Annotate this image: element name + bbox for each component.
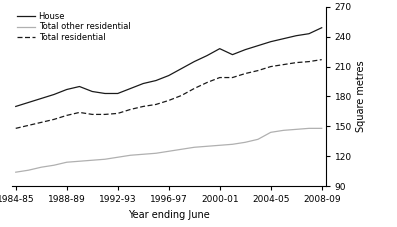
House [268,40,273,43]
House [26,101,31,104]
Total residential [268,65,273,68]
Total other residential [26,169,31,172]
Total other residential [141,153,146,156]
Total residential [230,76,235,79]
Total residential [294,61,299,64]
Total other residential [243,141,248,144]
Total other residential [204,145,209,148]
House [306,32,311,35]
House [141,82,146,85]
Legend: House, Total other residential, Total residential: House, Total other residential, Total re… [16,11,131,43]
House [77,85,82,88]
Total residential [306,60,311,63]
House [217,47,222,50]
House [90,90,94,93]
Total other residential [13,171,18,174]
House [154,79,158,82]
House [52,93,56,96]
Line: Total other residential: Total other residential [16,128,322,172]
Y-axis label: Square metres: Square metres [356,61,366,132]
Total residential [26,124,31,127]
Total other residential [102,158,107,161]
House [294,34,299,37]
Total residential [77,111,82,114]
Total residential [179,94,184,97]
Total residential [90,113,94,116]
Total other residential [39,166,44,169]
House [166,74,171,77]
Total residential [281,63,286,66]
Total other residential [154,152,158,155]
House [192,60,197,63]
House [230,53,235,56]
Total other residential [268,131,273,134]
Total other residential [217,144,222,147]
House [319,26,324,29]
Total other residential [64,161,69,164]
Total residential [154,103,158,106]
Total residential [192,87,197,90]
Total residential [256,69,260,72]
Total residential [102,113,107,116]
Total residential [204,81,209,84]
Total other residential [319,127,324,130]
House [64,88,69,91]
Line: Total residential: Total residential [16,60,322,128]
Total other residential [77,160,82,163]
House [102,92,107,95]
House [204,54,209,57]
Total other residential [192,146,197,149]
Total residential [243,72,248,75]
Total other residential [230,143,235,146]
House [116,92,120,95]
Total other residential [52,164,56,167]
Total residential [52,118,56,121]
Total other residential [128,154,133,157]
Total residential [166,99,171,102]
Total other residential [179,148,184,151]
House [13,105,18,108]
Total residential [319,58,324,61]
Total other residential [166,150,171,153]
Line: House: House [16,28,322,106]
Total residential [141,105,146,108]
House [281,37,286,40]
House [256,44,260,47]
Total residential [64,114,69,117]
House [128,87,133,90]
Total other residential [281,129,286,132]
X-axis label: Year ending June: Year ending June [128,210,210,220]
Total other residential [294,128,299,131]
Total other residential [256,138,260,141]
Total other residential [90,159,94,162]
House [243,48,248,51]
House [179,67,184,70]
House [39,97,44,100]
Total residential [39,121,44,124]
Total residential [217,76,222,79]
Total residential [128,108,133,111]
Total residential [13,127,18,130]
Total other residential [306,127,311,130]
Total residential [116,112,120,115]
Total other residential [116,156,120,159]
